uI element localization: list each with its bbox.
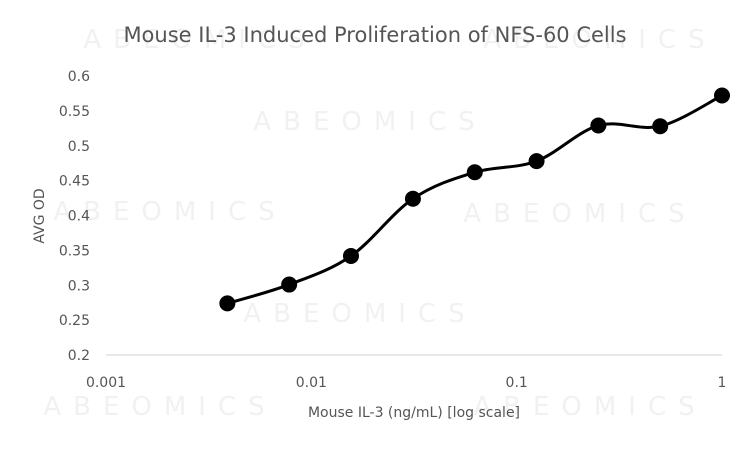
y-axis-label: AVG OD [32,188,48,243]
y-tick-label: 0.25 [59,313,90,329]
data-point [466,164,483,181]
y-tick-label: 0.2 [68,348,90,364]
y-tick-label: 0.4 [68,209,90,225]
x-tick-label: 1 [718,375,727,391]
watermark-text: ABEOMICS [243,299,476,329]
watermarks: ABEOMICS ABEOMICS ABEOMICS ABEOMICS ABEOMICS… [43,25,716,422]
y-ticks: 0.2 0.25 0.3 0.35 0.4 0.45 0.5 0.55 0.6 [59,69,90,364]
y-tick-label: 0.35 [59,243,90,259]
data-point [714,87,730,104]
data-point [342,247,359,264]
x-tick-label: 0.01 [296,375,327,391]
watermark-text: ABEOMICS [473,392,706,422]
y-tick-label: 0.45 [59,174,90,190]
data-point [528,153,545,170]
data-point [652,118,669,135]
data-point [590,117,607,134]
data-point [404,190,421,207]
series [219,87,730,312]
watermark-text: ABEOMICS [463,199,696,229]
data-point [281,276,298,293]
x-ticks: 0.001 0.01 0.1 1 [86,375,727,391]
watermark-text: ABEOMICS [83,25,316,55]
x-tick-label: 0.001 [86,375,126,391]
chart-title: Mouse IL-3 Induced Proliferation of NFS-… [123,23,626,47]
y-tick-label: 0.6 [68,69,90,85]
x-tick-label: 0.1 [506,375,528,391]
y-tick-label: 0.55 [59,104,90,120]
x-axis-label: Mouse IL-3 (ng/mL) [log scale] [308,405,520,421]
y-tick-label: 0.3 [68,278,90,294]
data-point [219,295,236,312]
watermark-text: ABEOMICS [53,197,286,227]
watermark-text: ABEOMICS [253,107,486,137]
watermark-text: ABEOMICS [483,25,716,55]
watermark-text: ABEOMICS [43,392,276,422]
y-tick-label: 0.5 [68,139,90,155]
